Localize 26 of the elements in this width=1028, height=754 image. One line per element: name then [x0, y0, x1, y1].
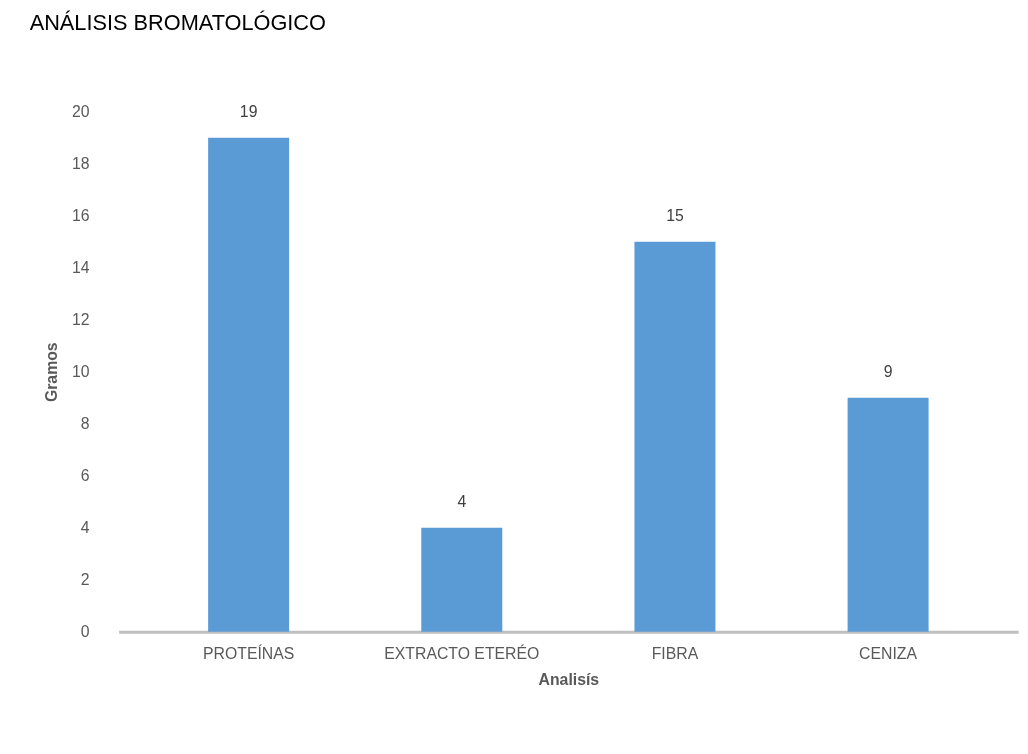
y-tick-label: 8	[80, 415, 90, 433]
data-label: 15	[666, 207, 684, 225]
y-axis-title: Gramos	[43, 342, 61, 403]
y-tick-label: 14	[71, 259, 90, 277]
data-label: 4	[457, 492, 467, 510]
bar	[208, 137, 290, 632]
data-label: 19	[239, 103, 258, 121]
x-tick-label: PROTEÍNAS	[202, 643, 295, 662]
y-tick-label: 20	[71, 103, 90, 121]
chart-title: ANÁLISIS BROMATOLÓGICO	[29, 9, 326, 35]
y-tick-label: 12	[71, 311, 90, 329]
y-tick-label: 6	[80, 467, 90, 485]
y-tick-label: 10	[71, 363, 90, 381]
bar	[847, 397, 929, 632]
y-tick-label: 4	[80, 519, 90, 537]
y-tick-label: 16	[71, 207, 90, 225]
y-tick-label: 0	[80, 623, 90, 641]
bar	[421, 527, 503, 632]
y-tick-label: 18	[71, 155, 90, 173]
x-axis-title: Analisís	[538, 670, 600, 688]
data-label: 9	[883, 362, 893, 380]
x-tick-label: EXTRACTO ETERÉO	[384, 643, 540, 662]
x-tick-label: FIBRA	[651, 644, 699, 662]
bar	[634, 241, 716, 632]
y-tick-label: 2	[80, 571, 90, 589]
x-tick-label: CENIZA	[859, 644, 918, 662]
